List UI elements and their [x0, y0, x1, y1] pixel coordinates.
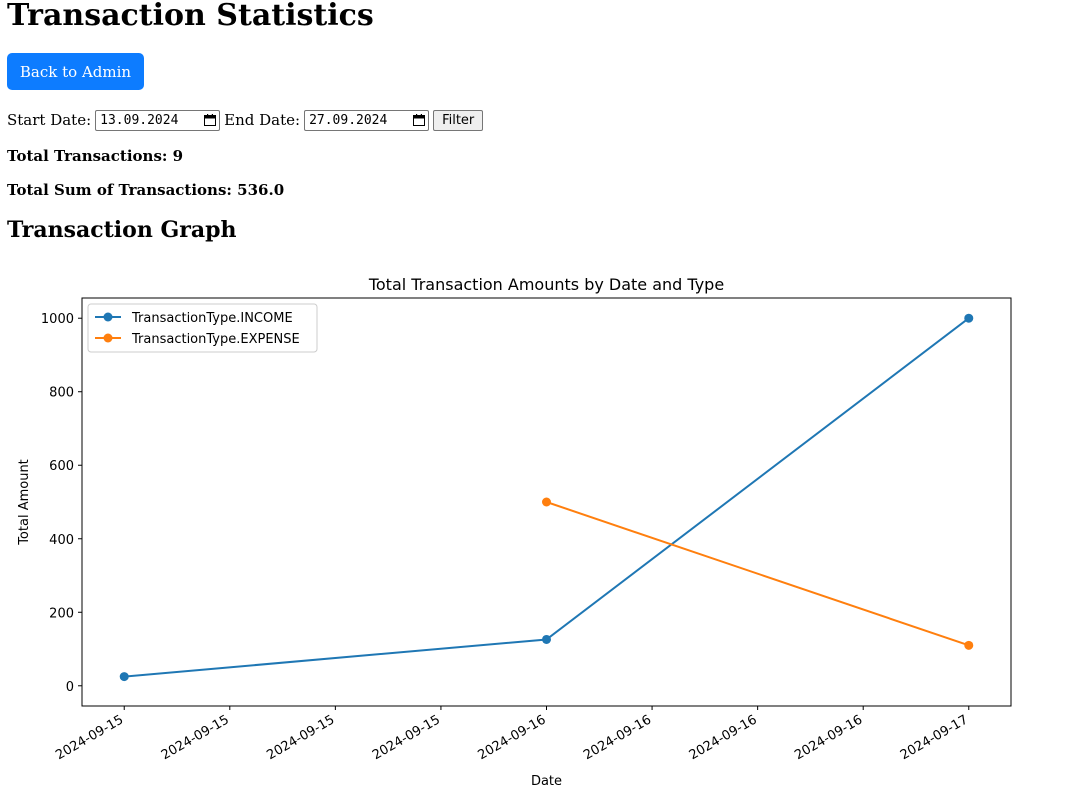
legend-label: TransactionType.EXPENSE: [131, 332, 300, 347]
x-tick-label: 2024-09-16: [687, 712, 760, 763]
y-tick-label: 600: [49, 459, 74, 474]
series-line-1: [546, 501, 970, 647]
x-tick-label: 2024-09-15: [159, 712, 232, 763]
x-tick-label: 2024-09-16: [792, 712, 865, 763]
page-title: Transaction Statistics: [7, 0, 374, 33]
calendar-icon[interactable]: [413, 114, 426, 126]
y-axis-label: Total Amount: [17, 459, 32, 546]
y-tick-label: 0: [66, 680, 74, 695]
start-date-input[interactable]: 13.09.2024: [95, 109, 221, 131]
x-tick-label: 2024-09-15: [370, 712, 443, 763]
graph-heading: Transaction Graph: [7, 217, 237, 243]
total-sum: Total Sum of Transactions: 536.0: [7, 181, 285, 199]
start-date-label: Start Date:: [7, 111, 92, 129]
x-axis-label: Date: [531, 774, 562, 789]
x-tick-label: 2024-09-15: [264, 712, 337, 763]
data-point: [964, 313, 974, 323]
y-tick-label: 1000: [41, 312, 74, 327]
start-date-value: 13.09.2024: [100, 112, 179, 128]
chart-title: Total Transaction Amounts by Date and Ty…: [368, 275, 724, 294]
data-point: [119, 672, 129, 682]
end-date-value: 27.09.2024: [309, 112, 388, 128]
x-tick-label: 2024-09-17: [898, 712, 971, 763]
filter-button[interactable]: Filter: [433, 109, 484, 131]
data-point: [542, 634, 551, 644]
data-point: [542, 497, 551, 507]
y-tick-label: 200: [49, 606, 74, 621]
x-tick-label: 2024-09-16: [581, 712, 654, 763]
y-tick-label: 400: [49, 533, 74, 548]
data-point: [964, 640, 974, 650]
legend-swatch-marker: [103, 333, 113, 343]
date-filter-form: Start Date: 13.09.2024 End Date: 27.09.2…: [7, 108, 484, 132]
legend-box: [87, 303, 318, 353]
series-line-0: [124, 317, 970, 678]
legend-label: TransactionType.INCOME: [131, 311, 293, 326]
legend-swatch-marker: [103, 312, 113, 322]
total-transactions: Total Transactions: 9: [7, 147, 184, 165]
calendar-icon[interactable]: [204, 114, 217, 126]
end-date-input[interactable]: 27.09.2024: [304, 109, 430, 131]
back-to-admin-button[interactable]: Back to Admin: [7, 53, 144, 90]
x-tick-label: 2024-09-16: [476, 712, 549, 763]
y-tick-label: 800: [49, 386, 74, 401]
transaction-chart: Total Transaction Amounts by Date and Ty…: [17, 275, 1012, 789]
end-date-label: End Date:: [224, 111, 301, 129]
x-tick-label: 2024-09-15: [53, 712, 126, 763]
